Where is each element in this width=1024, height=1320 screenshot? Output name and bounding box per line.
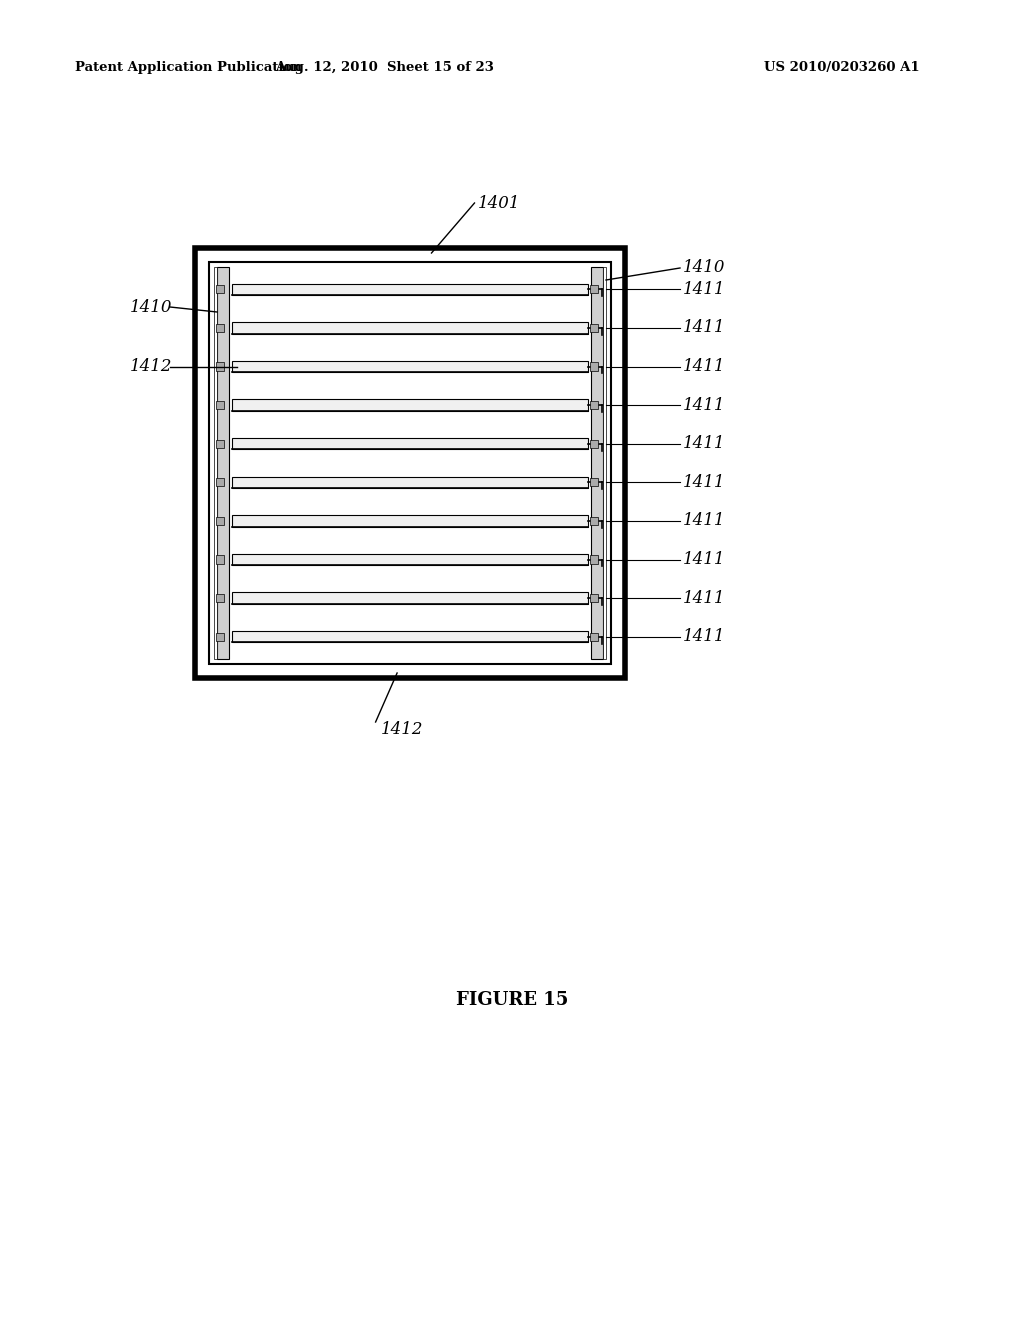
Bar [232,553,588,565]
Bar [232,477,588,488]
Bar [216,401,224,409]
Bar [590,285,598,293]
Text: 1411: 1411 [683,281,725,298]
Text: 1411: 1411 [683,436,725,453]
Bar [590,363,598,371]
Bar [216,594,224,602]
Text: FIGURE 15: FIGURE 15 [456,991,568,1008]
Bar [590,478,598,486]
Bar [216,517,224,525]
Text: 1411: 1411 [683,590,725,607]
Bar [232,322,588,334]
Bar [603,267,606,659]
Text: Aug. 12, 2010  Sheet 15 of 23: Aug. 12, 2010 Sheet 15 of 23 [275,62,495,74]
Bar [209,261,611,664]
Text: 1410: 1410 [683,260,725,276]
Bar [232,515,588,527]
Text: 1411: 1411 [683,512,725,529]
Bar [232,631,588,643]
Bar [590,556,598,564]
Bar [195,248,625,678]
Bar [232,438,588,450]
Text: 1412: 1412 [130,358,172,375]
Bar [216,285,224,293]
Bar [216,323,224,331]
Bar [216,556,224,564]
Bar [216,632,224,640]
Text: 1411: 1411 [683,319,725,337]
Bar [216,363,224,371]
Bar [590,323,598,331]
Text: 1411: 1411 [683,628,725,645]
Bar [590,440,598,447]
Bar [232,593,588,603]
Bar [216,440,224,447]
Text: 1411: 1411 [683,474,725,491]
Bar [232,400,588,411]
Text: 1411: 1411 [683,358,725,375]
Text: US 2010/0203260 A1: US 2010/0203260 A1 [764,62,920,74]
Bar [590,517,598,525]
Text: 1401: 1401 [477,194,520,211]
Bar [216,478,224,486]
Text: Patent Application Publication: Patent Application Publication [75,62,302,74]
Bar [590,594,598,602]
Text: 1411: 1411 [683,550,725,568]
Text: 1410: 1410 [130,298,172,315]
Bar [232,360,588,372]
Bar [590,401,598,409]
Bar [214,267,217,659]
Bar [591,267,603,659]
Bar [590,632,598,640]
Bar [232,284,588,296]
Text: 1411: 1411 [683,396,725,413]
Bar [217,267,229,659]
Text: 1412: 1412 [381,722,423,738]
